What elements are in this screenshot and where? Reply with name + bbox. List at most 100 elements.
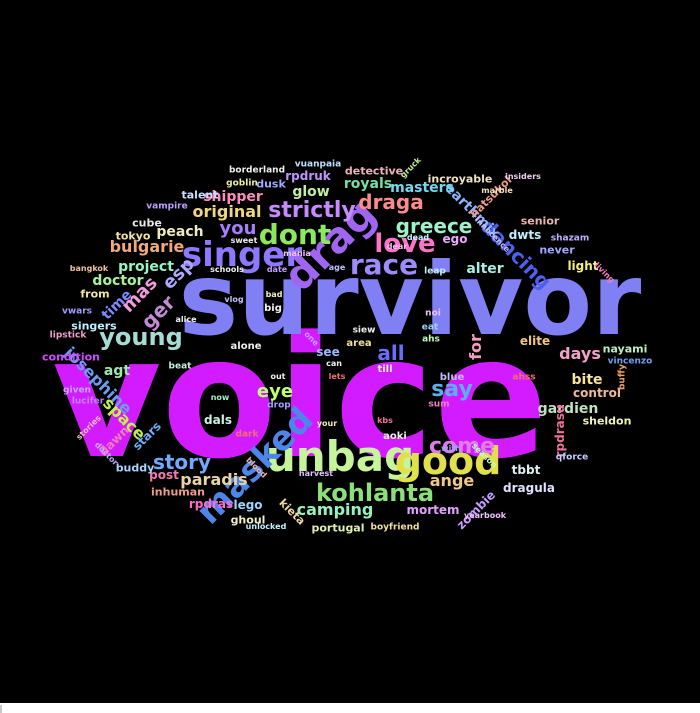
word-unlocked-98: unlocked: [245, 522, 287, 531]
word-project-42: project: [118, 259, 174, 275]
word-borderland-82: borderland: [228, 165, 286, 176]
word-for-36: for: [466, 334, 485, 360]
word-mortem-50: mortem: [406, 503, 460, 517]
word-nayami-106: nayami: [602, 342, 648, 356]
word-come-13: come: [429, 434, 495, 459]
word-ahss-107: ahss: [512, 372, 536, 383]
word-ego-53: ego: [442, 232, 468, 246]
word-buffy-104: buffy: [617, 363, 628, 391]
word-portugal-57: portugal: [311, 521, 365, 535]
word-vincenzo-105: vincenzo: [607, 356, 653, 367]
word-young-10: young: [99, 323, 183, 351]
word-dont-9: dont: [258, 218, 332, 251]
word-boyfriend-99: boyfriend: [370, 522, 420, 533]
word-can-131: can: [326, 359, 342, 368]
word-greece-16: greece: [395, 214, 473, 238]
word-bad-134: bad: [265, 290, 283, 299]
word-dark-95: dark: [235, 429, 259, 440]
word-aoki-124: aoki: [383, 431, 407, 442]
word-vuanpaia-83: vuanpaia: [294, 159, 342, 170]
word-shipper-44: shipper: [203, 189, 263, 205]
word-rpdrasu-63: rpdrasu: [553, 404, 567, 458]
word-with-125: with: [441, 444, 461, 453]
word-given-89: given: [63, 385, 91, 396]
word-harvest-97: harvest: [298, 469, 334, 478]
word-condition-88: condition: [42, 350, 100, 364]
word-sheldon-103: sheldon: [582, 414, 632, 428]
edge-mark: [0, 705, 2, 713]
word-dals-64: dals: [204, 413, 232, 427]
word-gardien-33: gardien: [537, 401, 599, 417]
word-singer-7: singer: [181, 235, 303, 275]
word-royals-39: royals: [343, 176, 393, 192]
word-dwts-54: dwts: [508, 228, 542, 242]
word-drop-128: drop: [267, 400, 291, 411]
word-singers-85: singers: [71, 319, 117, 333]
word-ange-30: ange: [429, 471, 475, 490]
word-story-18: story: [152, 450, 212, 474]
word-your-129: your: [316, 419, 338, 428]
word-qforce-102: qforce: [555, 452, 589, 463]
word-paradis-26: paradis: [180, 470, 248, 489]
word-lets-130: lets: [328, 372, 346, 381]
word-post-48: post: [149, 468, 179, 482]
word-dusk-80: dusk: [256, 177, 286, 191]
word-ghoul-59: ghoul: [230, 513, 266, 527]
word-see-47: see: [316, 345, 340, 359]
word-race-8: race: [349, 248, 419, 281]
word-mania-141: mania: [283, 249, 311, 258]
word-strictly-14: strictly: [268, 198, 356, 223]
word-ahs-116: ahs: [422, 334, 440, 345]
word-detective-71: detective: [344, 164, 404, 178]
word-lego-49: lego: [233, 498, 263, 512]
word-blue-121: blue: [439, 372, 465, 383]
word-senior-73: senior: [520, 214, 560, 228]
word-alone-126: alone: [230, 341, 262, 352]
word-goblin-79: goblin: [226, 178, 258, 189]
word-rpdras-68: rpdras: [188, 497, 234, 511]
word-incroyable-70: incroyable: [427, 172, 493, 186]
word-cube-77: cube: [132, 216, 162, 230]
word-vlog-136: vlog: [224, 295, 244, 304]
word-age-140: age: [328, 263, 346, 272]
word-camping-32: camping: [296, 500, 374, 519]
word-buddy-67: buddy: [115, 461, 155, 475]
word-say-12: say: [431, 377, 473, 402]
word-kohlanta-11: kohlanta: [315, 479, 435, 507]
word-now-94: now: [210, 393, 230, 402]
word-schools-138: schools: [210, 265, 244, 274]
word-alter-38: alter: [466, 261, 504, 277]
word-unbag-2: unbag: [265, 432, 415, 481]
word-bulgarie-28: bulgarie: [109, 237, 185, 256]
word-tokyo-76: tokyo: [115, 229, 151, 243]
word-tbbt-55: tbbt: [511, 463, 541, 477]
word-dead-112: dead: [406, 233, 430, 242]
word-vampire-81: vampire: [146, 201, 188, 212]
word-bite-35: bite: [571, 372, 603, 388]
word-original-27: original: [192, 202, 262, 221]
word-leap-114: leap: [424, 266, 446, 277]
word-yearbook-100: yearbook: [463, 511, 507, 520]
word-light-52: light: [567, 259, 599, 273]
word-from-84: from: [80, 287, 110, 301]
word-siew-118: siew: [352, 325, 376, 336]
word-marble-109: marble: [481, 186, 513, 195]
word-till-120: till: [377, 364, 393, 375]
word-glow-41: glow: [292, 184, 330, 200]
word-agt-46: agt: [103, 363, 131, 379]
word-talent-78: talent: [181, 188, 219, 202]
word-out-127: out: [270, 372, 286, 381]
word-dragula-62: dragula: [503, 481, 555, 495]
word-gruck-143: gruck: [398, 155, 423, 180]
word-voice-0: voice: [51, 300, 549, 496]
word-kbs-123: kbs: [377, 416, 393, 425]
word-days-34: days: [559, 344, 601, 363]
word-shazam-75: shazam: [550, 233, 590, 244]
word-elite-56: elite: [519, 334, 551, 348]
word-eye-31: eye: [256, 381, 294, 402]
word-peach-45: peach: [156, 224, 204, 240]
word-doctor-37: doctor: [92, 273, 144, 289]
word-draga-17: draga: [358, 190, 424, 214]
word-you-19: you: [219, 218, 257, 239]
